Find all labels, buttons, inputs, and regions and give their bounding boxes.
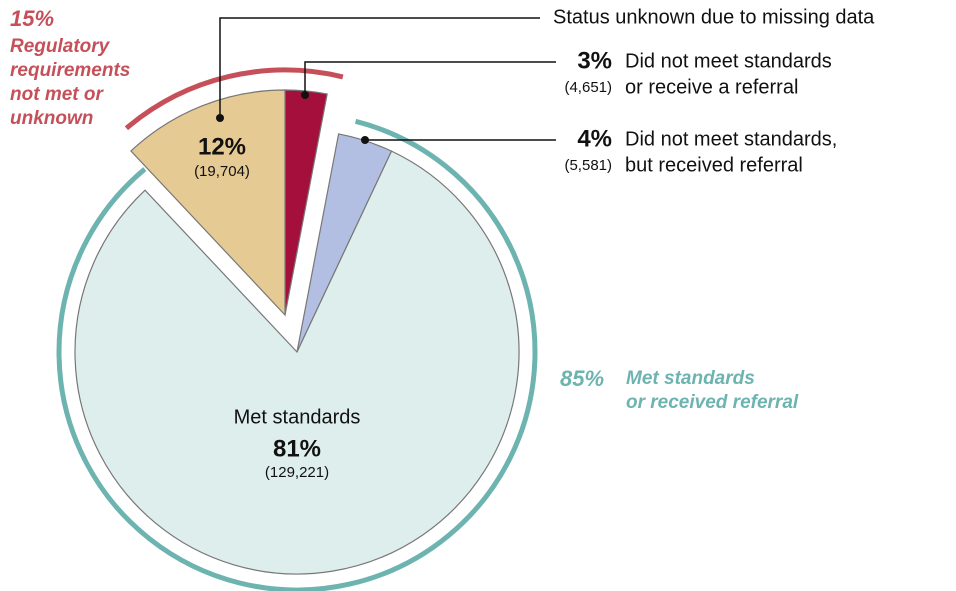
- callout-line: [304, 61, 556, 95]
- callout-label: Status unknown due to missing data: [553, 6, 875, 28]
- callout-label: but received referral: [625, 154, 803, 176]
- group-label: not met or: [10, 84, 104, 105]
- callout-dot: [361, 136, 369, 144]
- pie-slice: [130, 89, 286, 317]
- group-arc: [124, 67, 344, 131]
- callout-count: (4,651): [564, 79, 612, 96]
- group-label: or received referral: [626, 392, 799, 413]
- pie-slice: [74, 150, 520, 575]
- callout-percent: 3%: [577, 47, 612, 74]
- group-label: unknown: [10, 108, 93, 129]
- callout-count: (5,581): [564, 157, 612, 174]
- slice-name: Met standards: [234, 406, 361, 428]
- group-arc: [56, 118, 538, 591]
- callout-dot: [216, 114, 224, 122]
- slice-percent: 12%: [198, 133, 246, 160]
- group-label: requirements: [10, 60, 130, 81]
- callout-label: Did not meet standards,: [625, 128, 837, 150]
- group-label: Regulatory: [10, 36, 111, 57]
- callout-label: or receive a referral: [625, 76, 798, 98]
- slice-count: (19,704): [194, 163, 250, 180]
- slice-count: (129,221): [265, 464, 329, 481]
- callout-label: Did not meet standards: [625, 50, 832, 72]
- group-label: Met standards: [626, 368, 755, 389]
- slice-percent: 81%: [273, 435, 321, 462]
- callout-percent: 4%: [577, 125, 612, 152]
- group-percent: 15%: [10, 6, 54, 31]
- callout-dot: [301, 91, 309, 99]
- callout-line: [219, 17, 540, 118]
- group-percent: 85%: [560, 366, 604, 391]
